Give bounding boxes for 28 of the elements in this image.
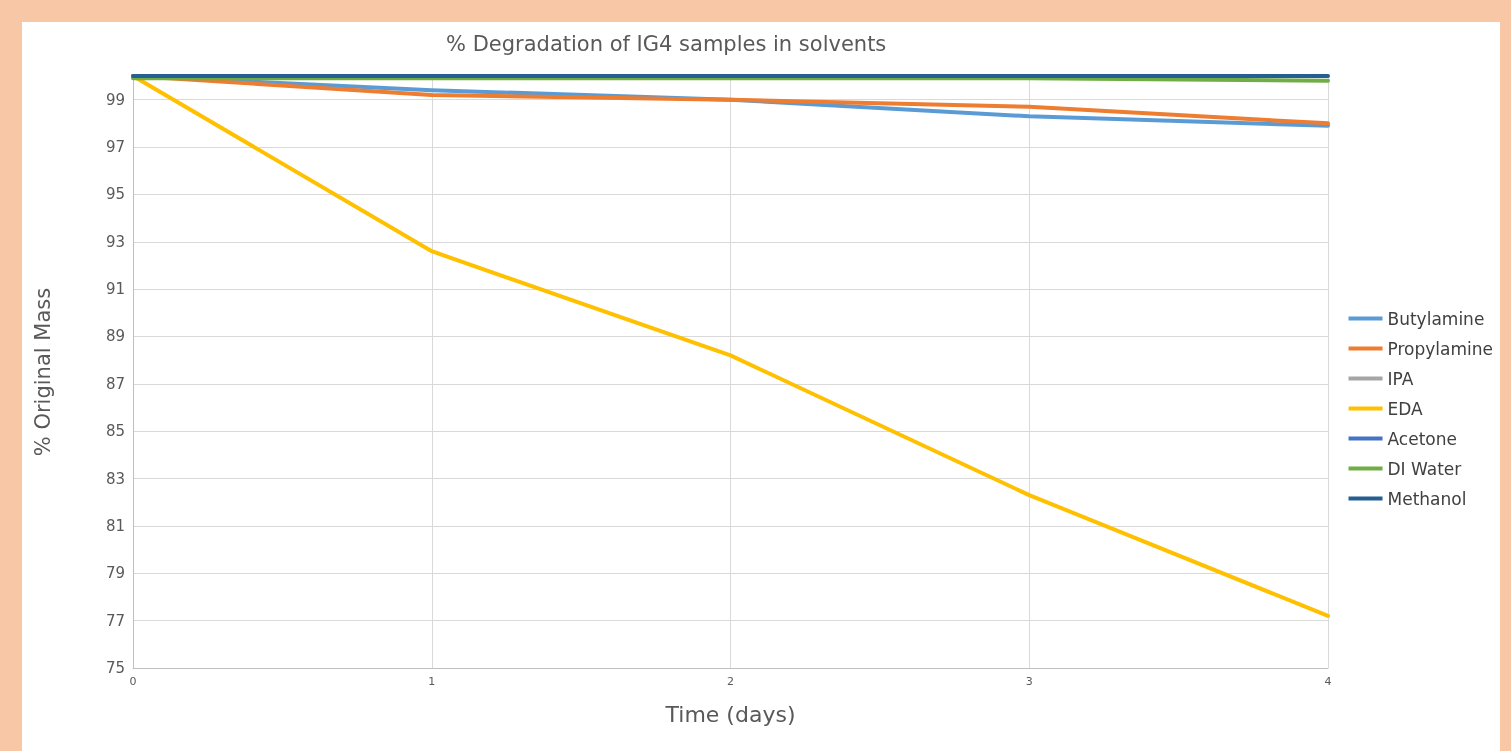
legend-label: Acetone — [1387, 428, 1457, 449]
x-axis-title: Time (days) — [664, 701, 796, 727]
y-tick-label: 75 — [105, 659, 125, 677]
y-axis-title: % Original Mass — [30, 287, 55, 457]
y-tick-label: 81 — [105, 516, 125, 535]
legend-label: DI Water — [1387, 458, 1462, 479]
y-tick-label: 87 — [105, 374, 125, 393]
y-tick-label: 77 — [105, 611, 125, 630]
legend-label: Propylamine — [1387, 338, 1494, 359]
chart-title: % Degradation of IG4 samples in solvents — [446, 31, 887, 56]
legend-label: Butylamine — [1387, 308, 1485, 329]
y-tick-label: 95 — [105, 185, 125, 204]
y-tick-label: 83 — [105, 469, 125, 488]
x-tick-label: 2 — [727, 675, 734, 688]
y-tick-label: 97 — [105, 138, 125, 157]
x-tick-label: 0 — [129, 675, 137, 688]
y-tick-label: 79 — [105, 564, 125, 583]
y-tick-label: 89 — [105, 327, 125, 346]
y-tick-label: 85 — [105, 422, 125, 441]
y-tick-label: 91 — [105, 280, 125, 299]
y-tick-label: 99 — [105, 90, 125, 109]
legend-label: EDA — [1387, 398, 1424, 419]
legend-label: IPA — [1387, 368, 1414, 389]
x-tick-label: 1 — [428, 675, 436, 688]
x-tick-label: 3 — [1025, 675, 1033, 688]
legend-label: Methanol — [1387, 488, 1467, 509]
x-tick-label: 4 — [1324, 675, 1332, 688]
y-tick-label: 93 — [105, 232, 125, 251]
